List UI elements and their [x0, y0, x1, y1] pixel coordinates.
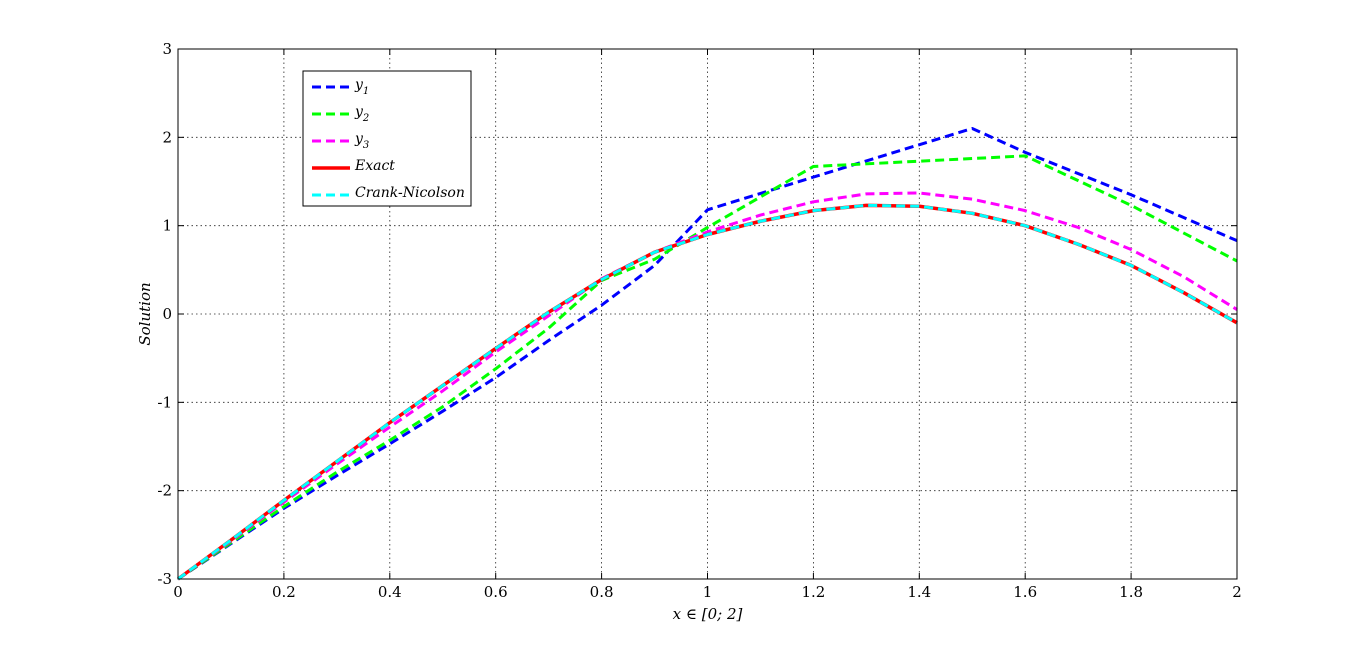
x-tick-label: 0.4 [378, 583, 402, 601]
series-line-4 [177, 203, 1238, 581]
y-tick-label: 2 [162, 128, 172, 146]
x-tick-label: 0.2 [272, 583, 296, 601]
ticks: 0 0.2 0.4 0.6 0.8 1 1.2 1.4 1.6 1.8 2 -3 -2 -1 0 1 2 3 [157, 40, 1241, 601]
y-tick-label: -3 [157, 570, 172, 588]
x-tick-label: 0.8 [590, 583, 614, 601]
x-tick-label: 1.6 [1013, 583, 1037, 601]
x-tick-label: 0.6 [484, 583, 508, 601]
x-tick-label: 0 [173, 583, 183, 601]
legend-label-3: Exact [354, 158, 395, 174]
series-layer [176, 127, 1238, 581]
y-tick-label: -1 [157, 393, 172, 411]
legend-box [302, 70, 472, 207]
x-tick-label: 1.8 [1119, 583, 1143, 601]
series-line-1 [177, 154, 1238, 581]
series-line-0 [177, 127, 1238, 581]
x-tick-label: 1 [703, 583, 713, 601]
x-tick-label: 2 [1232, 583, 1242, 601]
y-axis-label: Solution [136, 282, 154, 345]
series-line-2 [177, 191, 1238, 581]
x-tick-label: 1.2 [801, 583, 825, 601]
y-tick-label: 3 [162, 40, 172, 58]
legend-subscript-2: 3 [363, 140, 369, 151]
y-tick-label: 0 [162, 305, 172, 323]
legend-label-4: Crank-Nicolson [355, 185, 465, 201]
x-tick-label: 1.4 [907, 583, 931, 601]
legend-subscript-1: 2 [362, 113, 369, 124]
y-tick-label: 1 [162, 217, 172, 235]
legend-subscript-0: 1 [363, 86, 369, 97]
grid [178, 49, 1237, 579]
y-tick-label: -2 [157, 482, 172, 500]
x-axis-label: x ∈ [0; 2] [673, 605, 743, 623]
